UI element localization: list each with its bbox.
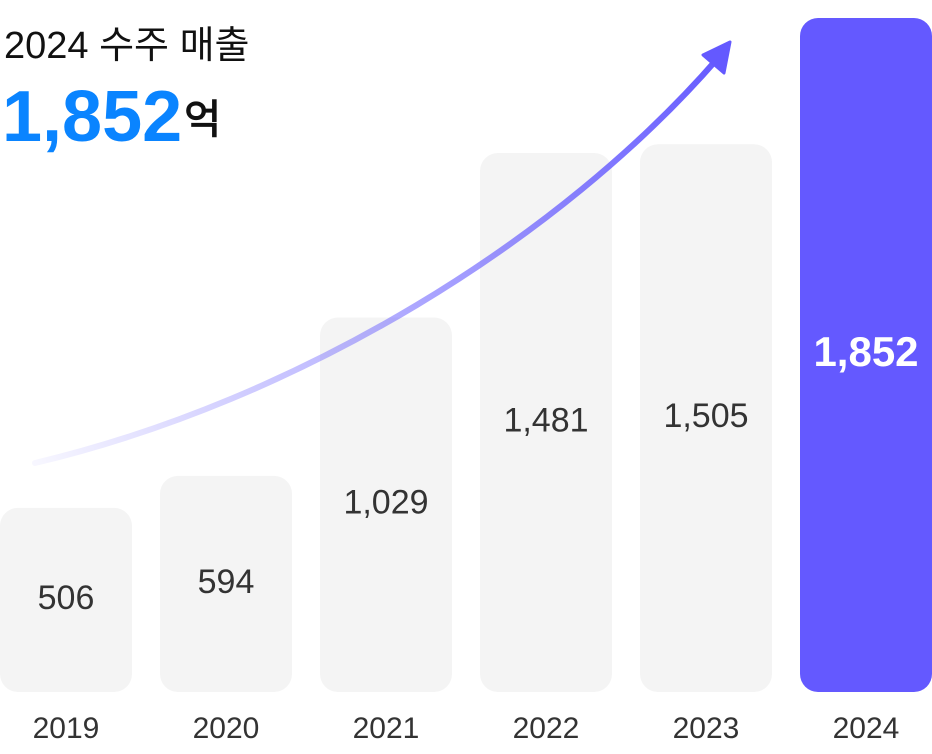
value-label: 1,505 (663, 397, 748, 435)
value-label: 1,481 (503, 401, 588, 439)
bar (0, 507, 132, 692)
trend-arrow-head (701, 40, 732, 75)
bar (480, 153, 612, 692)
bar (640, 144, 772, 693)
chart-title: 2024 수주 매출 (4, 25, 250, 67)
x-tick-label: 2024 (833, 712, 900, 745)
value-label: 594 (198, 563, 255, 601)
bar (800, 18, 932, 692)
value-label: 1,029 (343, 484, 428, 522)
x-tick-label: 2020 (193, 712, 260, 745)
x-tick-label: 2022 (513, 712, 580, 745)
value-label: 506 (38, 579, 95, 617)
headline-unit: 억 (184, 98, 221, 142)
value-label: 1,852 (813, 328, 918, 375)
headline-value: 1,852 (2, 77, 182, 157)
bars: 506 2019 594 2020 1,029 2021 1,481 2022 1,505 202… (0, 18, 932, 745)
x-tick-label: 2019 (33, 712, 100, 745)
x-tick-label: 2021 (353, 712, 420, 745)
bar (320, 317, 452, 692)
trend-arrow (32, 55, 721, 466)
x-tick-label: 2023 (673, 712, 740, 745)
bar (160, 475, 292, 692)
headline: 1,852억 (2, 77, 221, 157)
